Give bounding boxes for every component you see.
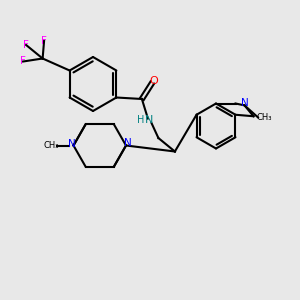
Text: F: F [23, 40, 29, 50]
Text: O: O [149, 76, 158, 86]
Text: H: H [137, 115, 144, 125]
Text: CH₃: CH₃ [256, 113, 272, 122]
Text: N: N [68, 139, 76, 149]
Text: N: N [124, 137, 131, 148]
Text: N: N [241, 98, 248, 108]
Text: F: F [20, 56, 26, 67]
Text: F: F [41, 35, 47, 46]
Text: N: N [145, 115, 154, 125]
Text: CH₃: CH₃ [43, 141, 59, 150]
